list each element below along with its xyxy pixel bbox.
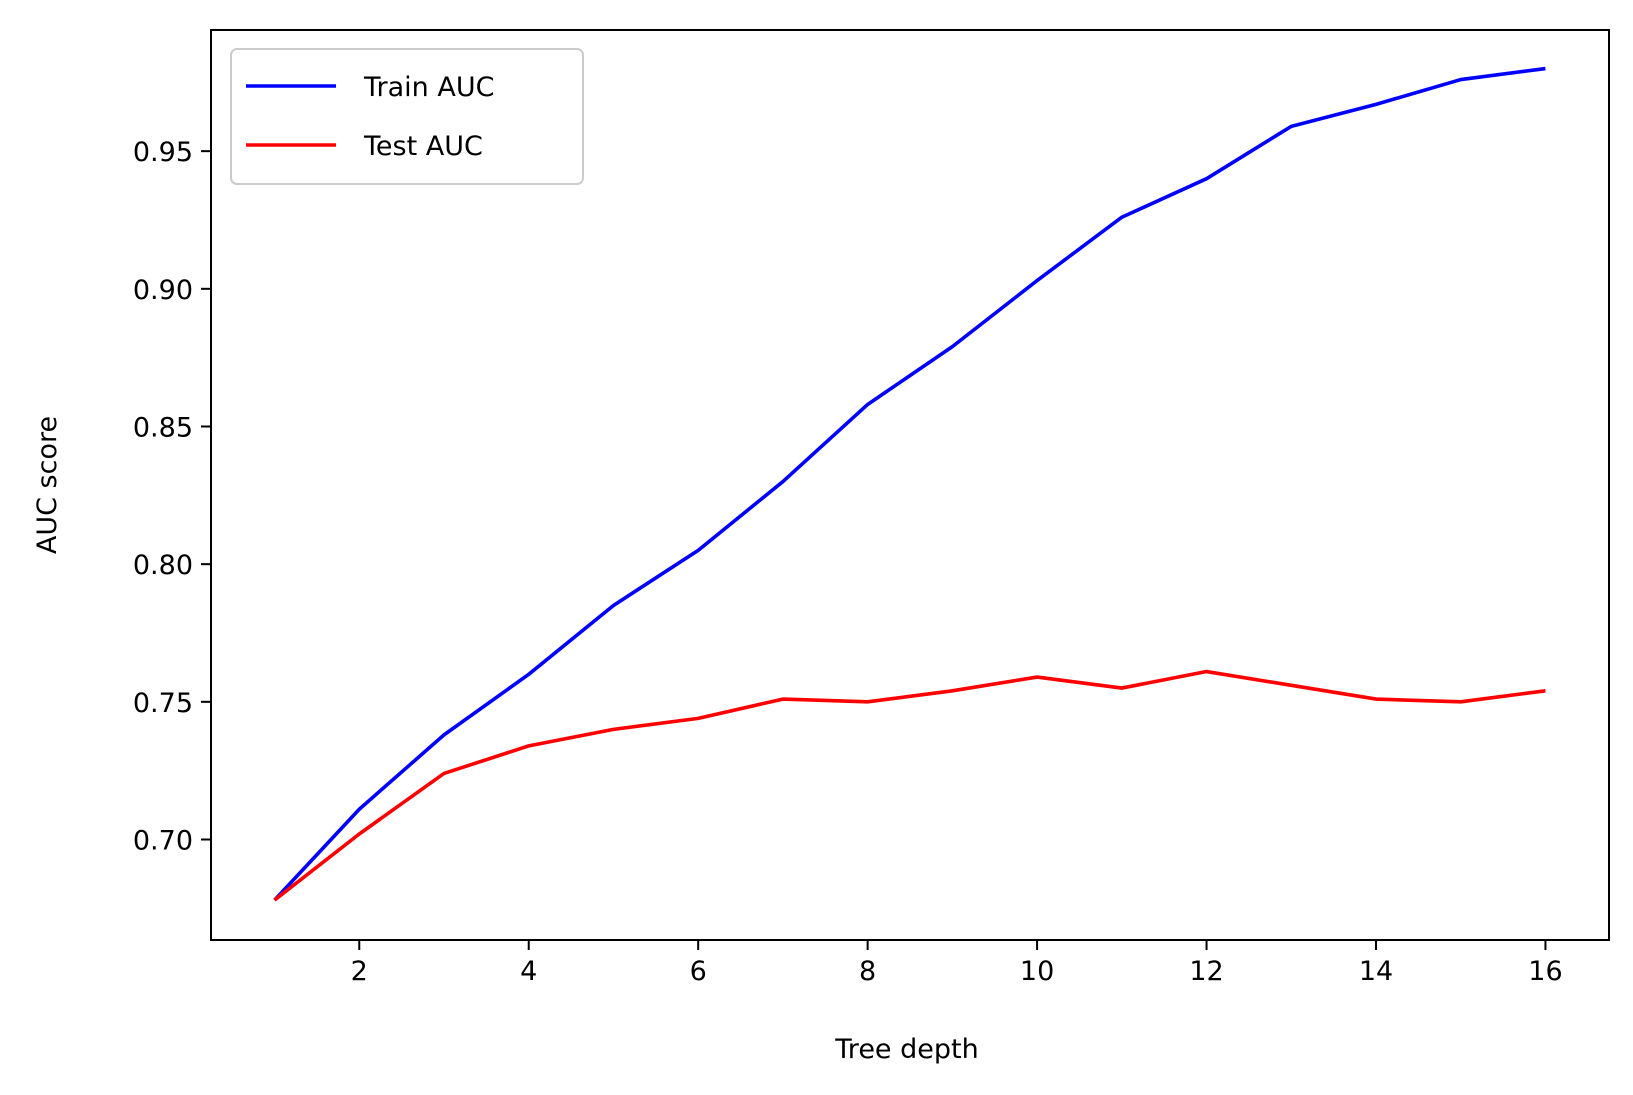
- series-1-point-5: [611, 603, 615, 607]
- legend-label-2: Test AUC: [363, 131, 483, 162]
- series-2-point-10: [1035, 675, 1039, 679]
- y-tick-label: 0.70: [133, 826, 193, 857]
- x-axis-label: Tree depth: [834, 1034, 978, 1065]
- x-tick-label: 12: [1189, 956, 1223, 987]
- y-tick-label: 0.95: [133, 137, 193, 168]
- y-tick-label: 0.85: [133, 412, 193, 443]
- series-2-point-4: [527, 744, 531, 748]
- series-1-point-8: [866, 402, 870, 406]
- legend: Train AUC Test AUC: [230, 48, 584, 185]
- series-1-point-9: [950, 345, 954, 349]
- x-tick-label: 10: [1020, 956, 1054, 987]
- series-1-point-3: [442, 733, 446, 737]
- series-2-point-11: [1120, 686, 1124, 690]
- x-tick-label: 6: [690, 956, 707, 987]
- series-1-point-2: [357, 807, 361, 811]
- series-1-point-14: [1374, 102, 1378, 106]
- series-2-point-3: [442, 771, 446, 775]
- series-2-point-12: [1205, 670, 1209, 674]
- axes: 2 4 6 8 10 12 14 16 0.70 0.75 0.80 0.85 0.90 0.95: [133, 29, 1610, 987]
- series-1-point-10: [1035, 279, 1039, 283]
- series-1-point-15: [1459, 78, 1463, 82]
- series-2-point-1: [273, 898, 277, 902]
- series-2-point-7: [781, 697, 785, 701]
- series-2-point-16: [1543, 689, 1547, 693]
- y-tick-label: 0.75: [133, 688, 193, 719]
- series-2-point-9: [950, 689, 954, 693]
- series-2-point-2: [357, 832, 361, 836]
- series-1-point-12: [1205, 177, 1209, 181]
- legend-label-1: Train AUC: [363, 72, 494, 103]
- legend-box: [230, 48, 584, 185]
- series-1-point-6: [696, 548, 700, 552]
- series-1-point-13: [1289, 124, 1293, 128]
- series-1-point-4: [527, 672, 531, 676]
- series-1-point-11: [1120, 215, 1124, 219]
- series-2-point-5: [611, 727, 615, 731]
- plot-area: [273, 66, 1547, 902]
- axes-frame: [210, 29, 1610, 941]
- y-tick-label: 0.90: [133, 275, 193, 306]
- x-tick-label: 16: [1528, 956, 1562, 987]
- x-tick-label: 8: [859, 956, 876, 987]
- series-line-2: [273, 669, 1546, 902]
- series-1-point-7: [781, 480, 785, 484]
- series-2-point-14: [1374, 697, 1378, 701]
- series-1-point-16: [1543, 67, 1547, 71]
- x-tick-label: 4: [520, 956, 537, 987]
- y-tick-label: 0.80: [133, 550, 193, 581]
- x-tick-label: 2: [351, 956, 368, 987]
- series-2-point-8: [866, 700, 870, 704]
- y-axis-label: AUC score: [32, 416, 63, 554]
- series-2-point-6: [696, 716, 700, 720]
- series-2-point-15: [1459, 700, 1463, 704]
- series-2-point-13: [1289, 683, 1293, 687]
- x-tick-label: 14: [1359, 956, 1393, 987]
- series-line-1: [273, 66, 1546, 902]
